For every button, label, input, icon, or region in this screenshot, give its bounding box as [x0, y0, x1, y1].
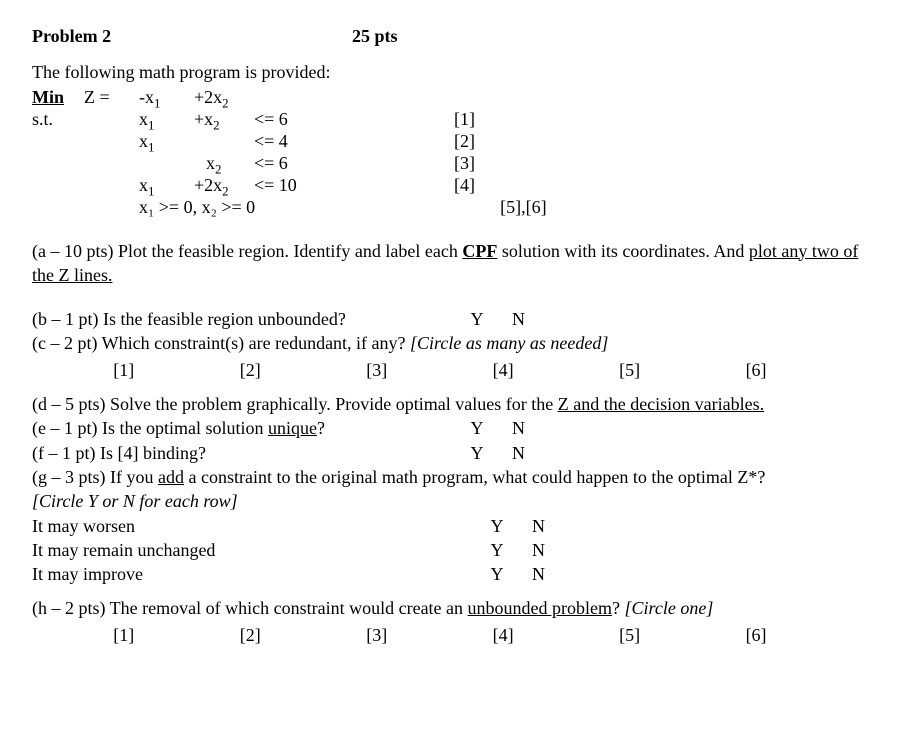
choice-4[interactable]: [4]: [493, 358, 619, 382]
part-a-mid: solution with its coordinates. And: [497, 241, 749, 261]
min-label: Min: [32, 85, 74, 109]
g-row-2-Y[interactable]: Y: [462, 538, 532, 562]
st-label: s.t.: [32, 107, 84, 131]
part-b-text: (b – 1 pt) Is the feasible region unboun…: [32, 307, 442, 331]
c2-x1: x1: [139, 129, 194, 156]
c3-tag: [3]: [454, 151, 514, 175]
lp-objective-row: Min Z = -x1 +2x2: [32, 85, 872, 107]
part-a: (a – 10 pts) Plot the feasible region. I…: [32, 239, 872, 288]
g-row-3-N[interactable]: N: [532, 562, 602, 586]
part-d: (d – 5 pts) Solve the problem graphicall…: [32, 392, 872, 416]
c1-tag: [1]: [454, 107, 514, 131]
part-h-unbounded: unbounded problem: [468, 598, 612, 618]
g-row-1-label: It may worsen: [32, 514, 462, 538]
part-b-N[interactable]: N: [512, 307, 582, 331]
part-b: (b – 1 pt) Is the feasible region unboun…: [32, 307, 872, 331]
part-c-hint: [Circle as many as needed]: [410, 333, 608, 353]
part-c-text: (c – 2 pt) Which constraint(s) are redun…: [32, 333, 410, 353]
part-d-lead: (d – 5 pts) Solve the problem graphicall…: [32, 394, 558, 414]
part-f-Y[interactable]: Y: [442, 441, 512, 465]
g-row-1-Y[interactable]: Y: [462, 514, 532, 538]
lp-constraint-row: s.t. x1 +x2 <= 6 [1]: [32, 107, 872, 129]
g-row-3-label: It may improve: [32, 562, 462, 586]
z-equals: Z =: [84, 85, 139, 109]
choice-6[interactable]: [6]: [746, 358, 872, 382]
part-f: (f – 1 pt) Is [4] binding? Y N: [32, 441, 872, 465]
cpf-label: CPF: [462, 241, 497, 261]
c3-rel: <= 6: [254, 151, 314, 175]
h-choice-2[interactable]: [2]: [240, 623, 366, 647]
g-row-1: It may worsen Y N: [32, 514, 872, 538]
part-e: (e – 1 pt) Is the optimal solution uniqu…: [32, 416, 872, 440]
math-program: Min Z = -x1 +2x2 s.t. x1 +x2 <= 6 [1] x1…: [32, 85, 872, 217]
c1-x2: +x2: [194, 107, 254, 134]
part-h-lead: (h – 2 pts) The removal of which constra…: [32, 598, 468, 618]
c2-tag: [2]: [454, 129, 514, 153]
h-choice-5[interactable]: [5]: [619, 623, 745, 647]
g-row-2-N[interactable]: N: [532, 538, 602, 562]
g-row-1-N[interactable]: N: [532, 514, 602, 538]
choice-1[interactable]: [1]: [113, 358, 239, 382]
lp-nonneg-row: x₁ >= 0, x₂ >= 0 [5],[6]: [32, 195, 872, 217]
c1-rel: <= 6: [254, 107, 314, 131]
part-g-add: add: [158, 467, 184, 487]
part-g-hint: [Circle Y or N for each row]: [32, 489, 872, 513]
g-row-3-Y[interactable]: Y: [462, 562, 532, 586]
part-f-N[interactable]: N: [512, 441, 582, 465]
part-h-tail: ?: [612, 598, 625, 618]
h-choice-6[interactable]: [6]: [746, 623, 872, 647]
part-h-choices: [1] [2] [3] [4] [5] [6]: [32, 623, 872, 647]
choice-2[interactable]: [2]: [240, 358, 366, 382]
lp-constraint-row: x1 <= 4 [2]: [32, 129, 872, 151]
part-e-Y[interactable]: Y: [442, 416, 512, 440]
h-choice-3[interactable]: [3]: [366, 623, 492, 647]
part-e-N[interactable]: N: [512, 416, 582, 440]
g-row-2: It may remain unchanged Y N: [32, 538, 872, 562]
part-e-unique: unique: [268, 418, 317, 438]
part-a-lead: (a – 10 pts) Plot the feasible region. I…: [32, 241, 462, 261]
part-h: (h – 2 pts) The removal of which constra…: [32, 596, 872, 620]
part-g-tail: a constraint to the original math progra…: [184, 467, 765, 487]
intro-text: The following math program is provided:: [32, 60, 872, 84]
part-g: (g – 3 pts) If you add a constraint to t…: [32, 465, 872, 489]
part-f-text: (f – 1 pt) Is [4] binding?: [32, 441, 442, 465]
part-c: (c – 2 pt) Which constraint(s) are redun…: [32, 331, 872, 355]
g-row-3: It may improve Y N: [32, 562, 872, 586]
part-c-choices: [1] [2] [3] [4] [5] [6]: [32, 358, 872, 382]
part-d-zvars: Z and the decision variables.: [558, 394, 764, 414]
problem-title: Problem 2: [32, 24, 352, 48]
choice-5[interactable]: [5]: [619, 358, 745, 382]
c2-rel: <= 4: [254, 129, 314, 153]
h-choice-4[interactable]: [4]: [493, 623, 619, 647]
choice-3[interactable]: [3]: [366, 358, 492, 382]
lp-constraint-row: x1 +2x2 <= 10 [4]: [32, 173, 872, 195]
c4-rel: <= 10: [254, 173, 314, 197]
part-b-Y[interactable]: Y: [442, 307, 512, 331]
g-row-2-label: It may remain unchanged: [32, 538, 462, 562]
c4-tag: [4]: [454, 173, 514, 197]
part-e-tail: ?: [317, 418, 325, 438]
h-choice-1[interactable]: [1]: [113, 623, 239, 647]
part-g-lead: (g – 3 pts) If you: [32, 467, 158, 487]
part-e-lead: (e – 1 pt) Is the optimal solution: [32, 418, 268, 438]
nonneg-text: x₁ >= 0, x₂ >= 0: [139, 195, 255, 219]
nonneg-tag: [5],[6]: [500, 195, 546, 219]
part-h-hint: [Circle one]: [625, 598, 714, 618]
problem-header: Problem 2 25 pts: [32, 24, 872, 48]
problem-points: 25 pts: [352, 24, 398, 48]
